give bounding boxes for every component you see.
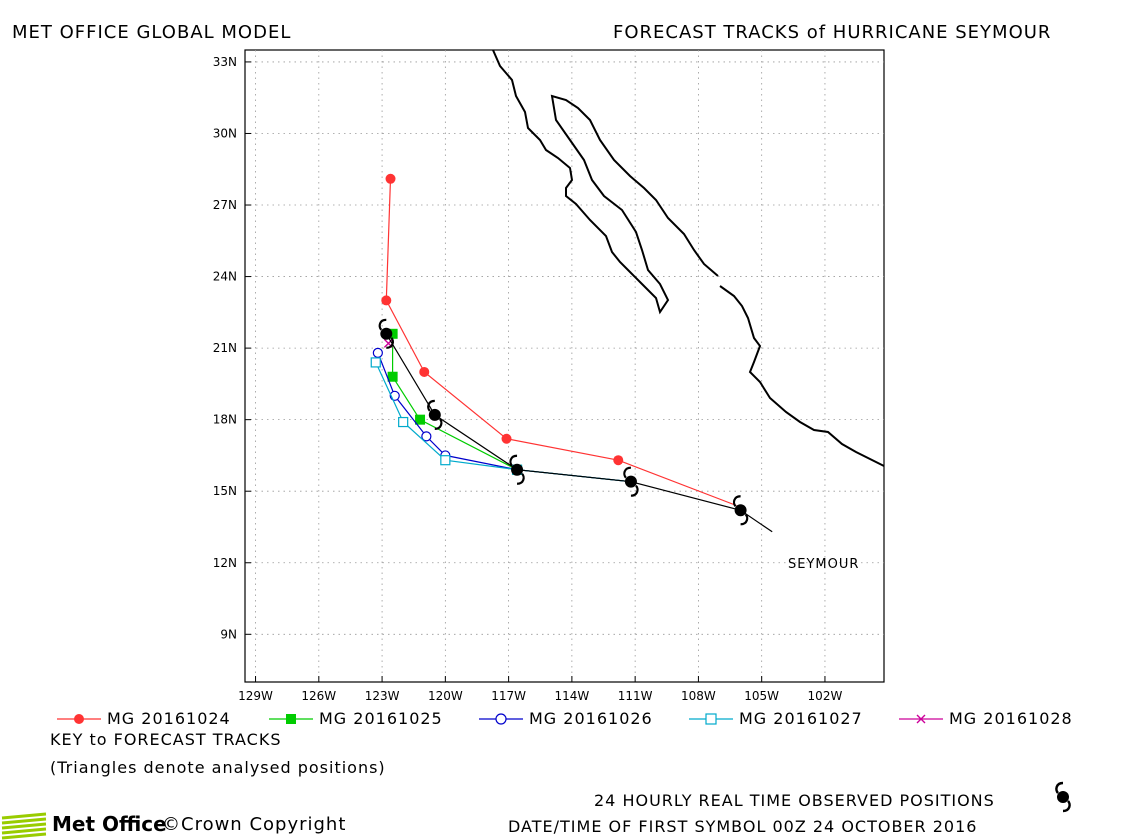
right-title: FORECAST TRACKS of HURRICANE SEYMOUR <box>613 22 1052 43</box>
copyright-text: ©Crown Copyright <box>162 814 347 835</box>
hurricane-symbol-icon <box>427 399 443 430</box>
track-point <box>613 455 624 466</box>
hurricane-arm <box>630 484 639 497</box>
hurricane-arm <box>516 472 525 485</box>
observed-track <box>378 318 773 533</box>
hurricane-symbol-icon <box>378 318 394 349</box>
lon-tick-label: 114W <box>554 689 589 700</box>
track-map: 33N 30N 27N 24N 21N 18N 15N 12N 9N 129W 126W 123W 12… <box>213 49 885 700</box>
track-point <box>398 416 409 428</box>
lon-tick-label: 108W <box>681 689 716 700</box>
hurricane-arm <box>378 318 387 331</box>
lat-tick-label: 15N <box>213 484 237 498</box>
observed-track-line <box>385 333 773 533</box>
legend-marker-open-circle <box>479 713 523 725</box>
legend: MG 20161024 MG 20161025 MG 20161026 MG 2… <box>55 708 1115 730</box>
legend-label: MG 20161024 <box>107 709 231 728</box>
track-line-mg-20161024 <box>385 178 737 507</box>
lat-tick-label: 18N <box>213 413 237 427</box>
hurricane-arm <box>509 454 518 467</box>
track-point <box>381 295 392 306</box>
lon-tick-label: 102W <box>808 689 843 700</box>
hurricane-arm <box>623 466 632 479</box>
lat-tick-label: 21N <box>213 341 237 355</box>
track-point <box>440 455 451 466</box>
track-point <box>387 371 398 382</box>
storm-label: SEYMOUR <box>788 557 859 572</box>
track-point <box>421 431 432 442</box>
met-office-logo: Met Office ©Crown Copyright <box>0 812 360 840</box>
legend-label: MG 20161027 <box>739 709 863 728</box>
track-point <box>372 347 383 358</box>
track-point <box>501 433 512 444</box>
legend-label: MG 20161028 <box>949 709 1073 728</box>
lat-tick-label: 12N <box>213 556 237 570</box>
legend-marker-filled-square <box>269 714 313 724</box>
hurricane-eye <box>734 504 747 517</box>
met-office-logo-icon <box>1 812 47 840</box>
hurricane-eye <box>428 408 441 421</box>
hurricane-eye <box>511 463 524 476</box>
observed-caption: 24 HOURLY REAL TIME OBSERVED POSITIONS <box>594 791 995 810</box>
legend-key-title: KEY to FORECAST TRACKS <box>50 730 282 749</box>
track-point <box>370 357 381 368</box>
hurricane-symbol-icon <box>1055 781 1071 813</box>
hurricane-arm <box>434 418 443 430</box>
legend-label: MG 20161025 <box>319 709 443 728</box>
lon-tick-label: 129W <box>238 689 273 700</box>
legend-marker-filled-circle <box>57 714 101 724</box>
legend-label: MG 20161026 <box>529 709 653 728</box>
lon-tick-label: 117W <box>491 689 526 700</box>
hurricane-arm <box>427 399 435 412</box>
lon-tick-label: 111W <box>618 689 653 700</box>
lat-tick-label: 9N <box>220 627 237 641</box>
hurricane-symbol-icon <box>732 495 749 526</box>
datetime-caption: DATE/TIME OF FIRST SYMBOL 00Z 24 OCTOBER… <box>508 817 978 836</box>
met-office-wordmark: Met Office <box>52 812 167 836</box>
lon-tick-label: 105W <box>744 689 779 700</box>
axes: 33N 30N 27N 24N 21N 18N 15N 12N 9N 129W 126W 123W 12… <box>213 55 843 700</box>
track-point <box>419 366 430 377</box>
hurricane-arm <box>386 337 394 349</box>
lat-tick-label: 33N <box>213 55 237 69</box>
hurricane-eye <box>624 475 637 488</box>
lon-tick-label: 120W <box>428 689 463 700</box>
lat-tick-label: 24N <box>213 270 237 284</box>
legend-marker-x-cross <box>899 714 943 724</box>
mexico-coast <box>719 285 885 467</box>
track-point <box>385 173 396 184</box>
lat-tick-label: 27N <box>213 198 237 212</box>
hurricane-symbol-icon <box>509 454 525 485</box>
map-frame <box>244 49 885 683</box>
hurricane-eye <box>380 327 393 340</box>
left-title: MET OFFICE GLOBAL MODEL <box>12 22 292 43</box>
hurricane-symbol-icon <box>623 466 639 497</box>
lat-tick-label: 30N <box>213 126 237 140</box>
track-point <box>387 328 398 339</box>
lon-tick-label: 126W <box>301 689 336 700</box>
legend-note: (Triangles denote analysed positions) <box>50 758 386 777</box>
baja-california-coast <box>492 49 719 315</box>
coastline <box>492 49 885 467</box>
hurricane-arm <box>732 495 741 508</box>
legend-marker-open-square <box>689 713 733 725</box>
hurricane-arm <box>740 513 749 526</box>
lon-tick-label: 123W <box>365 689 400 700</box>
track-point <box>415 414 426 425</box>
